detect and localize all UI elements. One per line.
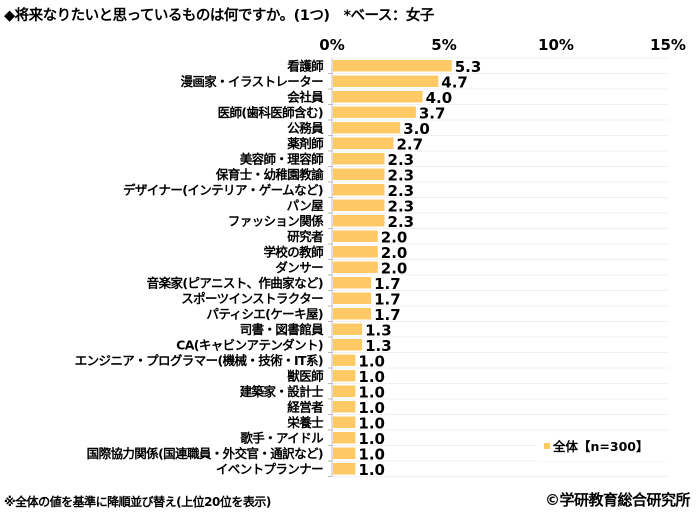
bar [333,153,385,165]
bar [333,199,385,211]
category-label: 建築家・設計士 [240,384,324,399]
bar [333,106,416,118]
category-label: ファッション関係 [228,213,324,228]
value-label: 4.0 [426,89,453,107]
value-label: 4.7 [441,73,468,91]
footnote: ※全体の値を基準に降順並び替え(上位20位を表示) [4,495,271,509]
value-label: 1.7 [374,306,401,324]
bar [333,137,394,149]
category-label: 歌手・アイドル [240,430,324,445]
value-label: 2.3 [388,197,415,215]
bar [333,323,363,335]
copyright: ©学研教育総合研究所 [544,491,691,509]
category-label: 経営者 [287,399,324,414]
category-label: 司書・図書館員 [240,322,324,337]
category-label: 美容師・理容師 [240,151,324,166]
category-label: 音楽家(ピアニスト、作曲家など) [147,275,323,290]
value-label: 1.3 [365,321,392,339]
category-label: CA(キャビンアテンダント) [176,337,323,352]
bar [333,447,356,459]
value-label: 3.7 [419,104,446,122]
category-label: 公務員 [287,120,324,135]
bar [333,308,372,320]
category-label: 看護師 [287,58,324,73]
bar [333,401,356,413]
category-label: 研究者 [287,229,324,244]
value-label: 1.0 [358,383,385,401]
bar [333,292,372,304]
category-label: 会社員 [287,89,324,104]
value-label: 1.7 [374,275,401,293]
value-label: 2.3 [388,213,415,231]
category-label: 学校の教師 [263,244,324,259]
value-label: 2.3 [388,151,415,169]
value-label: 1.0 [358,461,385,479]
bar [333,261,378,273]
category-label: スポーツインストラクター [181,291,323,306]
bar [333,463,356,475]
x-tick-label: 5% [431,36,456,54]
category-label: 保育士・幼稚園教諭 [215,167,324,182]
value-label: 2.7 [396,135,423,153]
category-label: 薬剤師 [286,136,324,151]
value-label: 5.3 [455,58,482,76]
category-label: 漫画家・イラストレーター [180,74,323,89]
bar [333,354,356,366]
bar [333,75,439,87]
bar [333,416,356,428]
category-label: ダンサー [275,260,323,275]
bar [333,184,385,196]
bar [333,277,372,289]
category-label: 医師(歯科医師含む) [218,105,323,120]
value-label: 2.3 [388,182,415,200]
bar [333,432,356,444]
category-label: パティシエ(ケーキ屋) [206,306,323,321]
value-label: 2.3 [388,166,415,184]
value-label: 2.0 [381,228,408,246]
x-tick-label: 15% [650,36,686,54]
value-label: 1.7 [374,290,401,308]
bar [333,385,356,397]
bar [333,60,452,72]
legend-label: 全体【n=300】 [552,439,648,454]
value-label: 1.0 [358,368,385,386]
bar [333,246,378,258]
category-label: 獣医師 [287,368,324,383]
category-label: 栄養士 [286,415,324,430]
value-label: 1.0 [358,414,385,432]
value-label: 1.0 [358,399,385,417]
bar [333,91,423,103]
x-tick-label: 10% [538,36,574,54]
value-label: 3.0 [403,120,430,138]
chart-title: ◆将来なりたいと思っているものは何ですか。(1つ) *ベース：女子 [4,8,434,24]
bar [333,230,378,242]
legend-box [537,431,668,461]
category-label: デザイナー(インテリア・ゲームなど) [123,182,323,197]
value-label: 2.0 [381,244,408,262]
bar [333,168,385,180]
bar [333,122,401,134]
category-label: 国際協力関係(国連職員・外交官・通訳など) [87,446,323,461]
bar [333,370,356,382]
value-label: 2.0 [381,259,408,277]
bar [333,339,363,351]
value-label: 1.3 [365,337,392,355]
value-label: 1.0 [358,352,385,370]
category-label: エンジニア・プログラマー(機械・技術・IT系) [75,353,323,368]
legend-swatch [544,443,550,449]
value-label: 1.0 [358,430,385,448]
category-label: パン屋 [287,198,324,213]
x-tick-label: 0% [319,36,344,54]
bar [333,215,385,227]
value-label: 1.0 [358,445,385,463]
category-label: イベントプランナー [216,461,323,476]
